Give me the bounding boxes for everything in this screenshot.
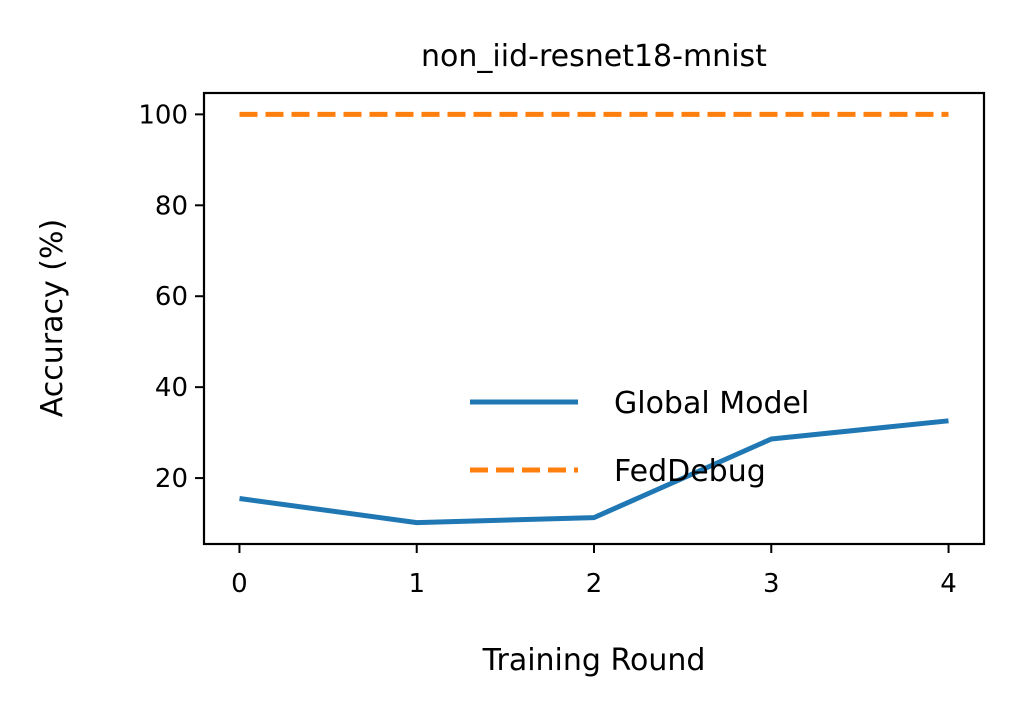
- legend-label: FedDebug: [614, 454, 766, 489]
- chart-title: non_iid-resnet18-mnist: [421, 39, 767, 74]
- x-tick-label: 2: [586, 569, 603, 599]
- x-tick-label: 1: [408, 569, 425, 599]
- y-tick-label: 20: [155, 464, 188, 494]
- y-axis-ticks: 20 40 60 80 100: [138, 100, 204, 494]
- x-tick-label: 4: [940, 569, 957, 599]
- x-tick-label: 0: [231, 569, 248, 599]
- y-tick-label: 80: [155, 191, 188, 221]
- y-tick-label: 60: [155, 282, 188, 312]
- x-axis-ticks: 0 1 2 3 4: [231, 544, 957, 599]
- series-line-global-model: [239, 418, 949, 526]
- legend-label: Global Model: [614, 386, 809, 421]
- x-tick-label: 3: [763, 569, 780, 599]
- legend: Global Model FedDebug: [470, 386, 809, 489]
- plot-area: [239, 111, 949, 526]
- x-axis-label: Training Round: [482, 643, 706, 678]
- y-axis-label: Accuracy (%): [35, 219, 70, 417]
- plot-frame: [202, 91, 986, 546]
- y-tick-label: 100: [138, 100, 188, 130]
- y-tick-label: 40: [155, 373, 188, 403]
